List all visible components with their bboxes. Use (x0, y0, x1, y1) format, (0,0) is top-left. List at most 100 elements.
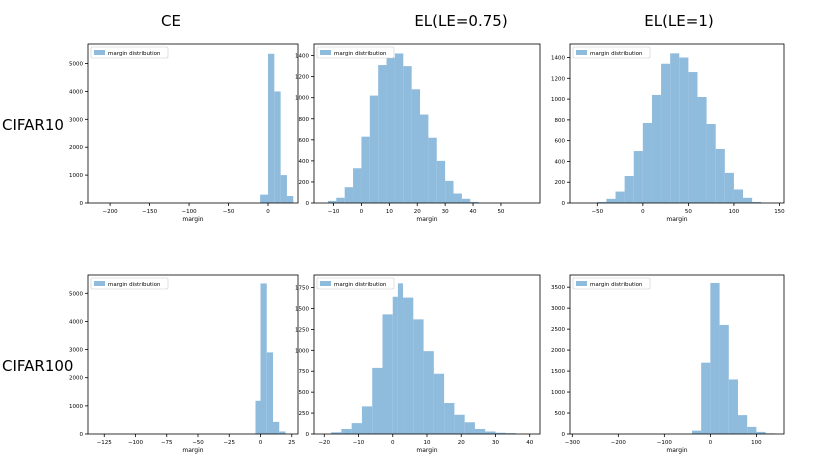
histogram-bar (351, 423, 362, 434)
histogram-bar (280, 175, 287, 203)
y-tick-label: 1200 (295, 75, 309, 81)
histogram-bar (386, 57, 395, 203)
y-tick-label: 5000 (69, 62, 83, 68)
x-tick-label: −50 (223, 209, 235, 215)
y-tick-label: 750 (299, 369, 310, 375)
histogram-bar (403, 66, 412, 203)
y-tick-label: 0 (80, 201, 84, 207)
y-tick-label: 1500 (551, 369, 565, 375)
histogram-bar (495, 432, 506, 434)
y-tick-label: 1200 (551, 76, 565, 82)
x-tick-label: −50 (192, 440, 204, 446)
y-tick-label: 400 (555, 159, 566, 165)
x-tick-label: 100 (751, 440, 762, 446)
histogram-bar (266, 352, 273, 434)
histogram-bar (719, 324, 729, 434)
histogram-bar (336, 197, 345, 203)
histogram-bar (273, 421, 280, 434)
column-title-el-1: EL(LE=1) (644, 12, 714, 30)
x-tick-label: 10 (386, 209, 393, 215)
histogram-bar (274, 91, 281, 203)
x-tick-label: 0 (266, 209, 270, 215)
x-tick-label: −75 (161, 440, 173, 446)
x-tick-label: 0 (360, 209, 364, 215)
x-tick-label: 20 (414, 209, 421, 215)
y-tick-label: 500 (299, 390, 310, 396)
x-tick-label: −100 (181, 209, 197, 215)
legend-box (572, 277, 651, 290)
x-tick-label: −10 (353, 440, 365, 446)
x-tick-label: 0 (709, 440, 713, 446)
x-tick-label: −20 (318, 440, 330, 446)
y-tick-label: 2000 (69, 145, 83, 151)
legend-label: margin distribution (590, 282, 643, 288)
y-tick-label: 1000 (551, 390, 565, 396)
legend-swatch (320, 50, 331, 55)
y-tick-label: 1750 (295, 286, 309, 292)
histogram-bar (397, 283, 404, 434)
x-axis-label: margin (666, 447, 687, 454)
histogram-panel: −200 −150 −100 −50 0 0 1000 2000 3000 4000 5000 mar… (69, 43, 299, 223)
histogram-bar (341, 428, 352, 434)
y-tick-label: 1000 (295, 348, 309, 354)
histogram-bar (461, 198, 471, 203)
x-tick-label: −200 (103, 209, 119, 215)
histogram-bar (752, 201, 762, 203)
histogram-bar (420, 114, 429, 203)
histogram-bar (691, 430, 702, 434)
x-tick-label: 0 (259, 440, 263, 446)
histogram-bar (369, 95, 379, 203)
legend-swatch (576, 50, 587, 55)
histogram-bar (392, 296, 398, 434)
x-tick-label: 100 (729, 209, 740, 215)
axes-frame (569, 43, 785, 204)
column-title-el-075: EL(LE=0.75) (414, 12, 508, 30)
histogram-bar (733, 189, 744, 203)
x-tick-label: −200 (611, 440, 627, 446)
histogram-bar (361, 406, 373, 434)
y-tick-label: 600 (555, 139, 566, 145)
x-axis-label: margin (416, 447, 437, 454)
legend-label: margin distribution (108, 51, 161, 57)
histogram-bar (378, 65, 387, 203)
row-title-cifar100: CIFAR100 (2, 357, 74, 375)
histogram-bar (697, 97, 707, 203)
histogram-bar (633, 151, 643, 203)
histogram-bar (260, 283, 267, 434)
legend-box (316, 46, 395, 59)
histogram-bar (670, 53, 680, 204)
y-tick-label: 1000 (69, 404, 83, 410)
y-tick-label: 2500 (551, 327, 565, 333)
histogram-bar (279, 431, 286, 434)
x-tick-label: 0 (391, 440, 395, 446)
y-tick-label: 0 (306, 432, 310, 438)
histogram-bar (361, 136, 370, 203)
y-tick-label: 0 (80, 432, 84, 438)
column-title-ce: CE (161, 12, 181, 30)
axes-frame (87, 43, 299, 204)
x-tick-label: −25 (223, 440, 235, 446)
histogram-bar (597, 201, 607, 203)
histogram-bar (413, 319, 424, 434)
histogram-panel: −300 −200 −100 0 100050010001500200025003000… (551, 274, 785, 454)
histogram-bar (679, 57, 689, 204)
y-tick-label: 4000 (69, 319, 83, 325)
y-tick-label: 1400 (295, 54, 309, 60)
x-tick-label: −50 (592, 209, 604, 215)
y-tick-label: 3000 (69, 117, 83, 123)
y-tick-label: 1000 (69, 173, 83, 179)
y-tick-label: 250 (299, 411, 310, 417)
y-tick-label: 3500 (551, 285, 565, 291)
legend-box (316, 277, 395, 290)
x-tick-label: 50 (685, 209, 692, 215)
histogram-panel: −50 0 50 100 150 0 200 400 600 800 1000 1200 1400 mar… (551, 43, 785, 223)
histogram-bar (353, 168, 362, 203)
histogram-bar (474, 428, 486, 434)
histogram-bar (423, 351, 434, 434)
histogram-bar (642, 122, 652, 203)
y-tick-label: 400 (299, 159, 310, 165)
histogram-bar (505, 433, 517, 434)
histogram-bar (470, 201, 479, 203)
x-tick-label: 25 (288, 440, 295, 446)
histogram-bar (344, 187, 354, 203)
